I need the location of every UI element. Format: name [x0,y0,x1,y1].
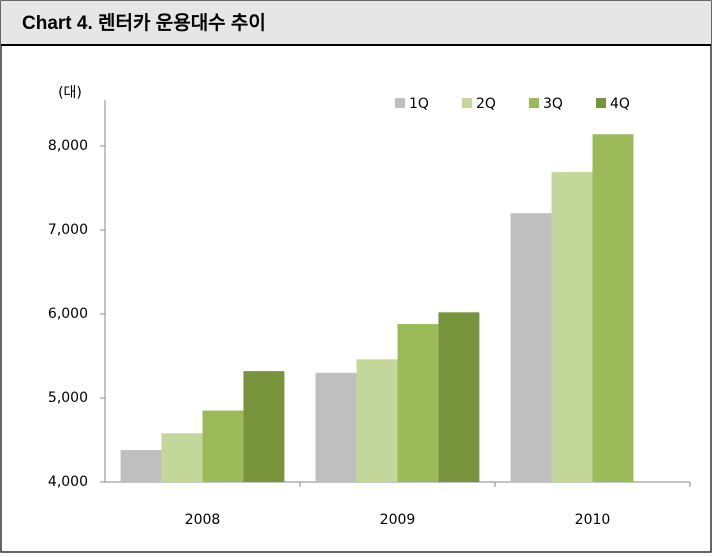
bar [315,372,357,482]
bar [592,134,634,483]
bar [120,450,162,482]
x-tick-label: 2010 [575,512,611,528]
bar [243,371,285,482]
y-tick-label: 6,000 [48,306,88,322]
legend-swatch [395,98,405,108]
bar [438,312,480,482]
legend-swatch [596,98,606,108]
y-unit: (대) [58,85,82,101]
y-tick-label: 8,000 [48,138,88,154]
bar [161,433,203,482]
bar [356,359,398,482]
title-bar [1,1,711,45]
bar [551,172,593,483]
bar [397,324,439,482]
bar [510,213,552,482]
x-tick-label: 2009 [380,512,416,528]
legend-swatch [462,98,472,108]
x-tick-label: 2008 [185,512,221,528]
legend-label: 1Q [409,96,429,112]
chart-title: Chart 4. 렌터카 운용대수 추이 [22,12,266,34]
legend-label: 2Q [476,96,496,112]
y-tick-label: 7,000 [48,222,88,238]
bar [202,410,244,482]
y-tick-label: 5,000 [48,390,88,406]
y-tick-label: 4,000 [48,474,88,490]
legend-swatch [529,98,539,108]
legend-label: 4Q [610,96,630,112]
legend-label: 3Q [543,96,563,112]
